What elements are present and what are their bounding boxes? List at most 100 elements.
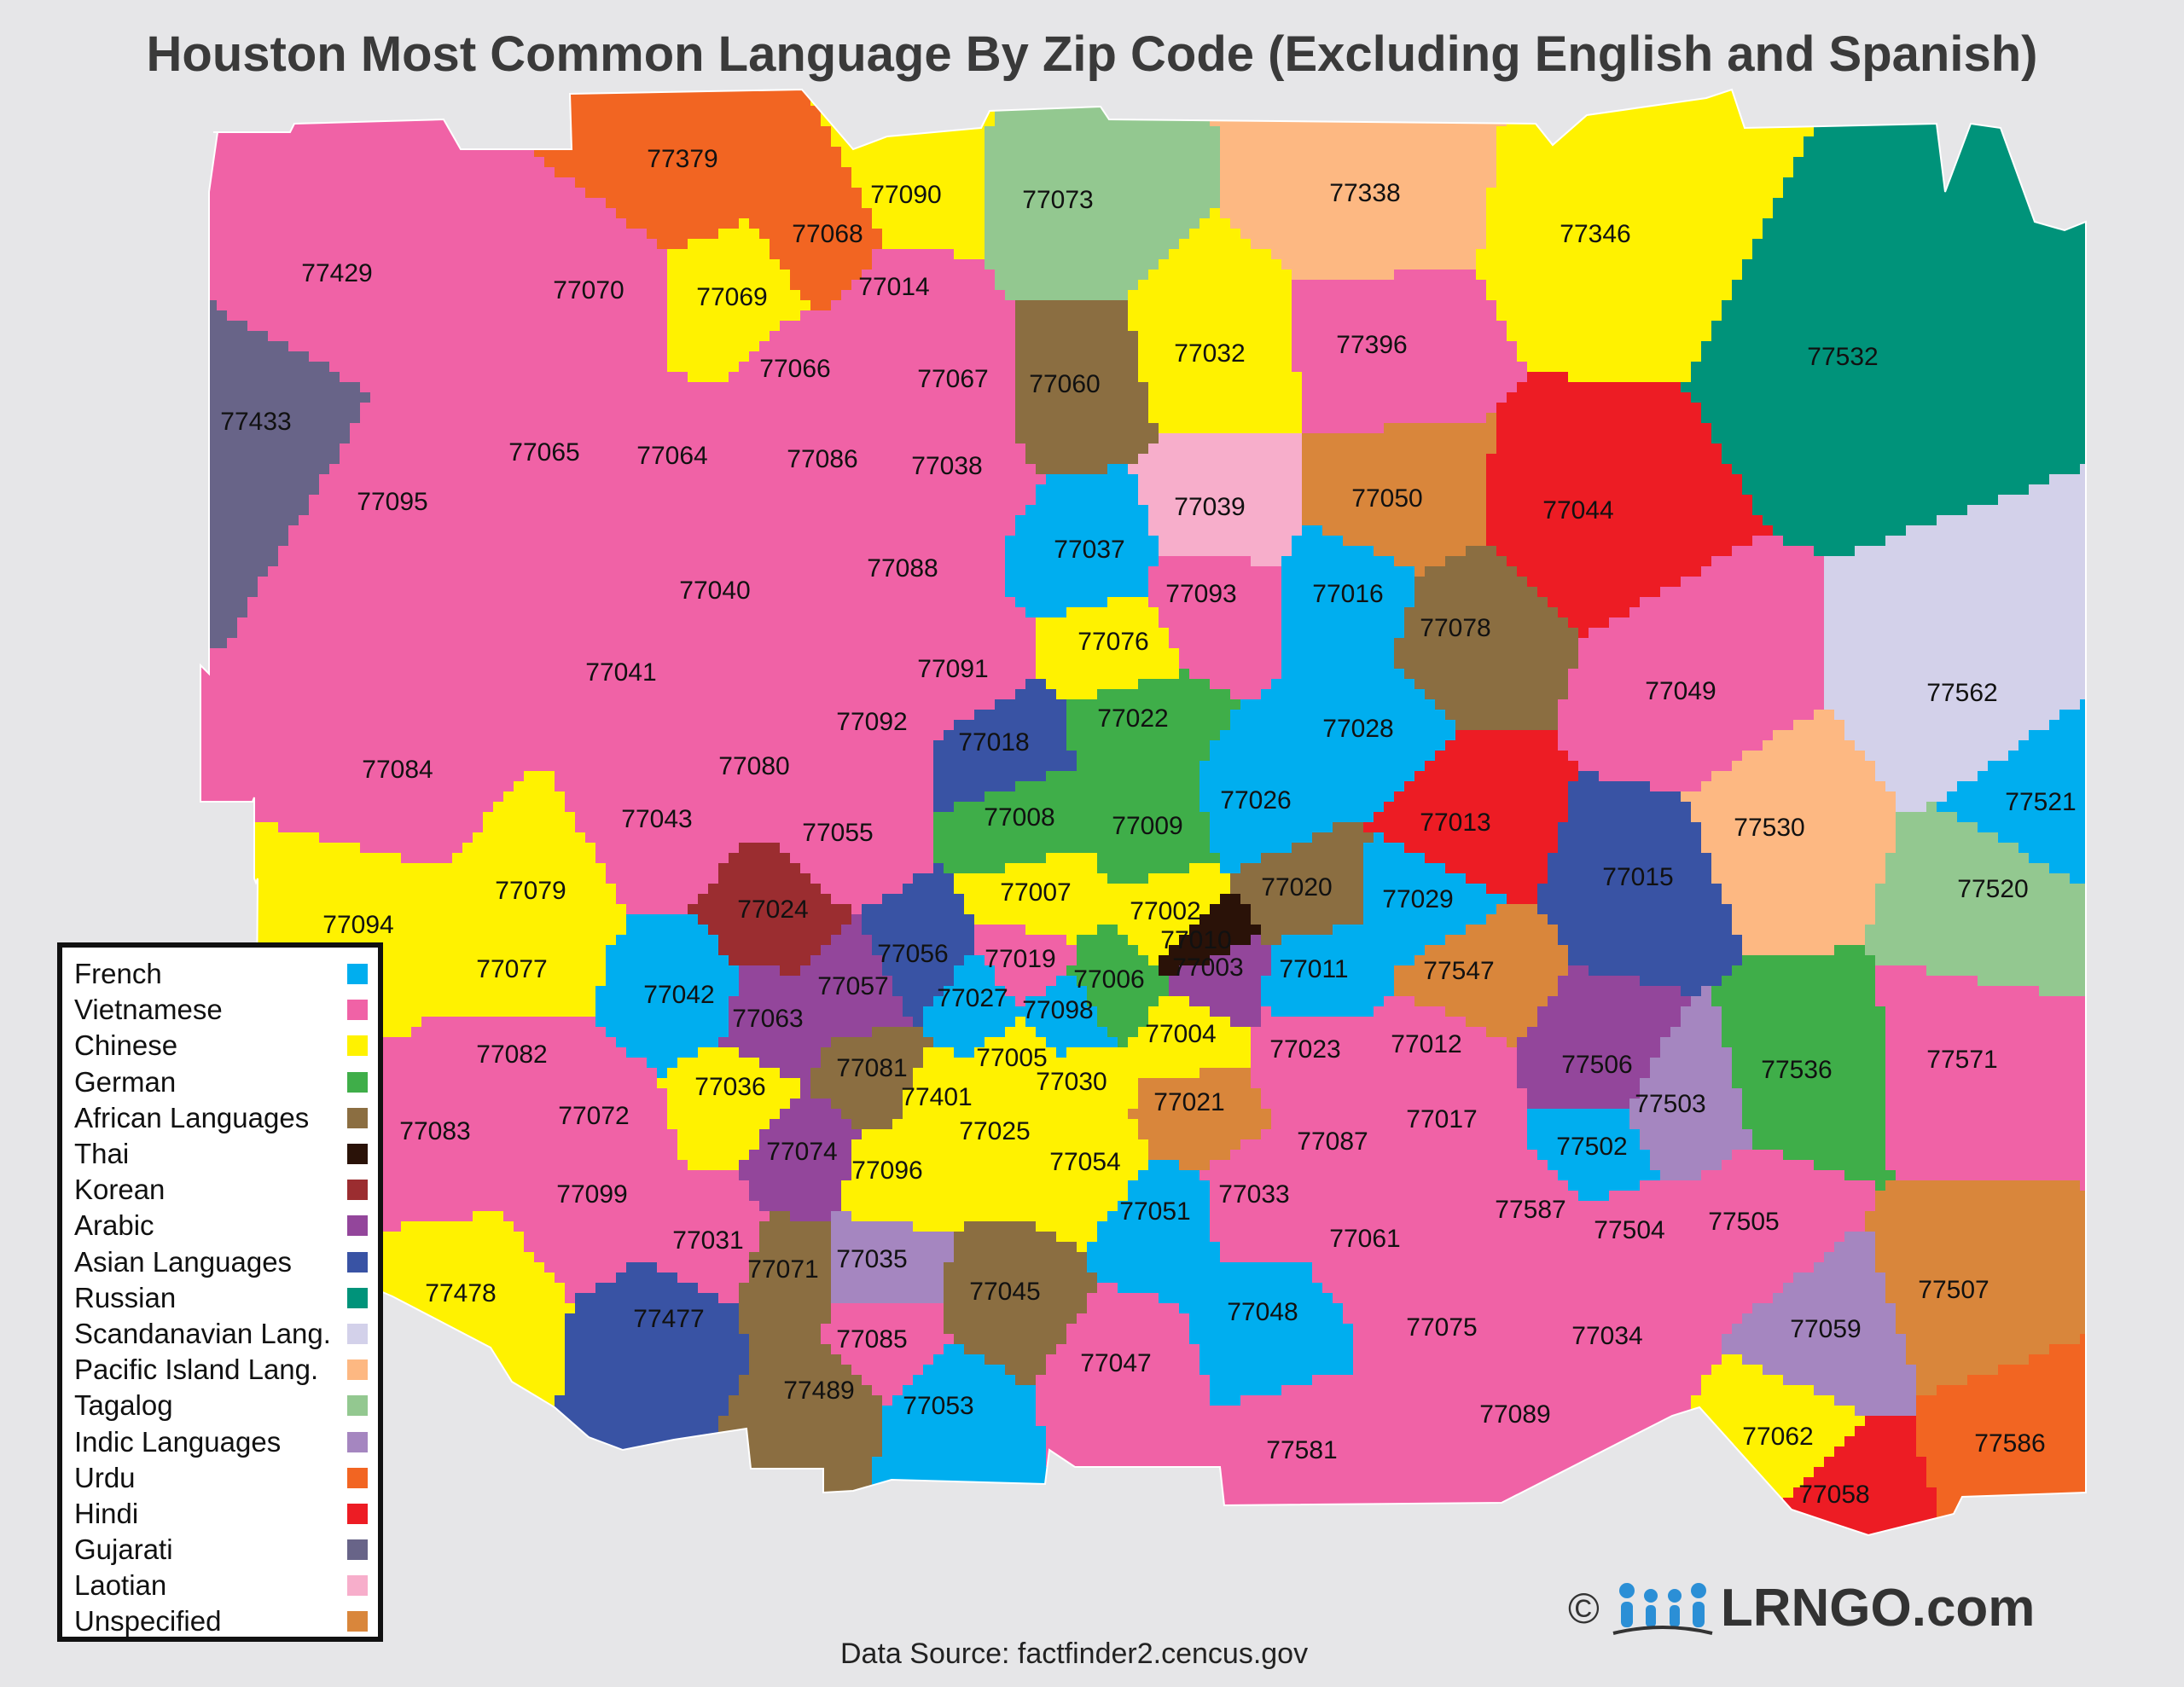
zip-label-77053: 77053	[903, 1392, 973, 1420]
zip-label-77026: 77026	[1220, 786, 1291, 815]
zip-label-77098: 77098	[1022, 996, 1093, 1024]
legend-swatch	[347, 964, 368, 984]
zip-label-77094: 77094	[322, 911, 393, 939]
zip-label-77067: 77067	[917, 365, 988, 393]
zip-label-77038: 77038	[911, 452, 982, 480]
zip-label-77051: 77051	[1119, 1197, 1190, 1226]
zip-label-77088: 77088	[867, 554, 938, 583]
zip-label-77091: 77091	[917, 655, 988, 683]
zip-label-77074: 77074	[766, 1138, 837, 1166]
zip-label-77085: 77085	[836, 1325, 907, 1354]
legend-swatch	[347, 1324, 368, 1344]
legend-item: Tagalog	[74, 1388, 368, 1423]
zip-label-77002: 77002	[1130, 897, 1200, 925]
zip-label-77073: 77073	[1022, 186, 1093, 214]
zip-label-77050: 77050	[1351, 484, 1422, 513]
zip-label-77099: 77099	[556, 1180, 627, 1209]
zip-label-77504: 77504	[1594, 1216, 1664, 1244]
zip-label-77429: 77429	[301, 259, 372, 287]
zip-label-77064: 77064	[636, 442, 707, 470]
legend-item: Scandanavian Lang.	[74, 1316, 368, 1352]
zip-label-77093: 77093	[1165, 580, 1236, 608]
zip-label-77009: 77009	[1112, 812, 1182, 840]
legend-swatch	[347, 1215, 368, 1236]
legend-label: Korean	[74, 1174, 165, 1206]
zip-label-77034: 77034	[1571, 1322, 1642, 1350]
zip-label-77060: 77060	[1029, 370, 1100, 398]
zip-label-77478: 77478	[425, 1279, 496, 1307]
legend-swatch	[347, 1252, 368, 1272]
zip-label-77020: 77020	[1261, 873, 1332, 901]
zip-label-77062: 77062	[1742, 1423, 1813, 1451]
zip-label-77039: 77039	[1174, 493, 1245, 521]
legend-item: Urdu	[74, 1460, 368, 1496]
legend-label: Hindi	[74, 1498, 138, 1530]
legend-swatch	[347, 1035, 368, 1056]
zip-label-77547: 77547	[1423, 957, 1494, 985]
zip-label-77063: 77063	[732, 1005, 803, 1033]
legend-swatch	[347, 1108, 368, 1128]
legend-item: Vietnamese	[74, 992, 368, 1028]
zip-label-77071: 77071	[747, 1255, 818, 1284]
legend-item: Pacific Island Lang.	[74, 1352, 368, 1388]
legend-swatch	[347, 1359, 368, 1380]
legend-swatch	[347, 1288, 368, 1308]
zip-label-77086: 77086	[787, 445, 857, 473]
zip-label-77012: 77012	[1391, 1030, 1461, 1058]
zip-label-77536: 77536	[1761, 1056, 1832, 1084]
zip-label-77506: 77506	[1561, 1051, 1632, 1079]
zip-label-77587: 77587	[1495, 1196, 1565, 1224]
legend-swatch	[347, 1432, 368, 1452]
zip-label-77069: 77069	[696, 283, 767, 311]
people-icon	[1612, 1579, 1714, 1638]
zip-label-77095: 77095	[357, 488, 427, 516]
zip-label-77042: 77042	[643, 981, 714, 1009]
legend-item: Unspecified	[74, 1603, 368, 1639]
legend-swatch	[347, 1575, 368, 1596]
legend-item: Laotian	[74, 1568, 368, 1603]
zip-label-77032: 77032	[1174, 339, 1245, 368]
zip-label-77043: 77043	[621, 805, 692, 833]
legend-item: Korean	[74, 1172, 368, 1208]
zip-label-77041: 77041	[585, 658, 656, 687]
zip-label-77028: 77028	[1322, 715, 1393, 743]
data-source: Data Source: factfinder2.cencus.gov	[840, 1638, 1308, 1671]
legend-label: Chinese	[74, 1029, 177, 1062]
zip-label-77080: 77080	[718, 752, 789, 780]
zip-label-77007: 77007	[1000, 878, 1071, 907]
zip-label-77018: 77018	[958, 728, 1029, 757]
logo-text: LRNGO.com	[1721, 1578, 2036, 1638]
legend-label: Arabic	[74, 1209, 154, 1242]
zip-label-77047: 77047	[1080, 1349, 1151, 1377]
legend-item: Hindi	[74, 1496, 368, 1532]
zip-label-77066: 77066	[759, 355, 830, 383]
zip-label-77076: 77076	[1077, 628, 1148, 656]
zip-label-77055: 77055	[802, 819, 873, 847]
zip-label-77530: 77530	[1734, 814, 1804, 842]
zip-label-77505: 77505	[1708, 1208, 1779, 1236]
legend-item: Arabic	[74, 1208, 368, 1244]
zip-label-77586: 77586	[1974, 1429, 2045, 1458]
legend-label: Russian	[74, 1282, 176, 1314]
legend-swatch	[347, 1180, 368, 1200]
zip-label-77035: 77035	[836, 1245, 907, 1273]
legend-label: Pacific Island Lang.	[74, 1354, 318, 1386]
zip-label-77011: 77011	[1279, 955, 1348, 983]
zip-label-77081: 77081	[836, 1054, 907, 1082]
zip-label-77520: 77520	[1957, 875, 2028, 903]
legend-swatch	[347, 1504, 368, 1524]
zip-label-77065: 77065	[508, 438, 579, 467]
zip-label-77068: 77068	[792, 220, 863, 248]
legend-swatch	[347, 1000, 368, 1020]
legend-swatch	[347, 1072, 368, 1093]
zip-label-77562: 77562	[1926, 679, 1997, 707]
legend-label: Indic Languages	[74, 1426, 281, 1458]
legend-swatch	[347, 1395, 368, 1416]
zip-label-77036: 77036	[694, 1073, 765, 1101]
zip-label-77489: 77489	[783, 1377, 854, 1405]
zip-label-77015: 77015	[1602, 863, 1673, 891]
zip-label-77379: 77379	[647, 145, 717, 173]
legend-item: Russian	[74, 1280, 368, 1316]
legend: French Vietnamese Chinese German African Lan…	[57, 942, 383, 1642]
legend-label: German	[74, 1066, 176, 1099]
